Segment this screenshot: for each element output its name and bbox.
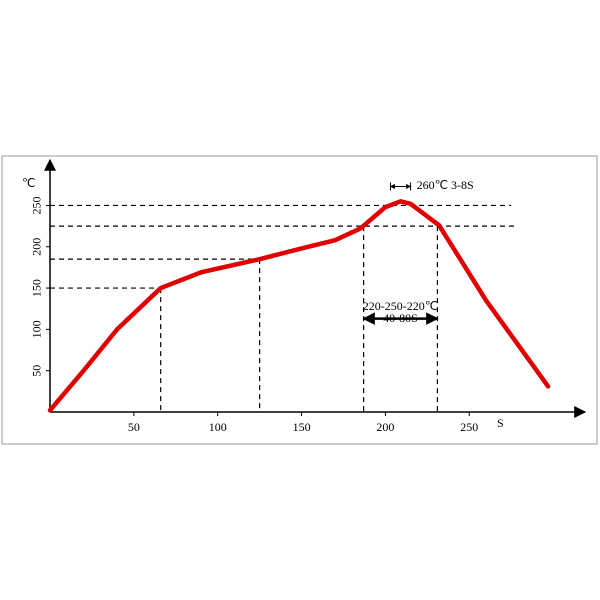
y-tick-label: 150 [30, 279, 44, 297]
annotation: 260℃ 3-8S [417, 178, 474, 192]
x-tick-label: 150 [293, 420, 311, 434]
x-axis-label: S [497, 416, 504, 430]
y-tick-label: 250 [30, 196, 44, 214]
series-line [47, 199, 551, 413]
annotation: 220-250-220℃ [363, 299, 438, 313]
y-axis-label: ℃ [22, 176, 35, 190]
frame [1, 155, 598, 445]
y-tick-label: 50 [30, 365, 44, 377]
x-tick-label: 50 [128, 420, 140, 434]
y-tick-label: 100 [30, 320, 44, 338]
y-tick-label: 200 [30, 238, 44, 256]
x-tick-label: 100 [209, 420, 227, 434]
x-tick-label: 250 [460, 420, 478, 434]
x-tick-label: 200 [376, 420, 394, 434]
